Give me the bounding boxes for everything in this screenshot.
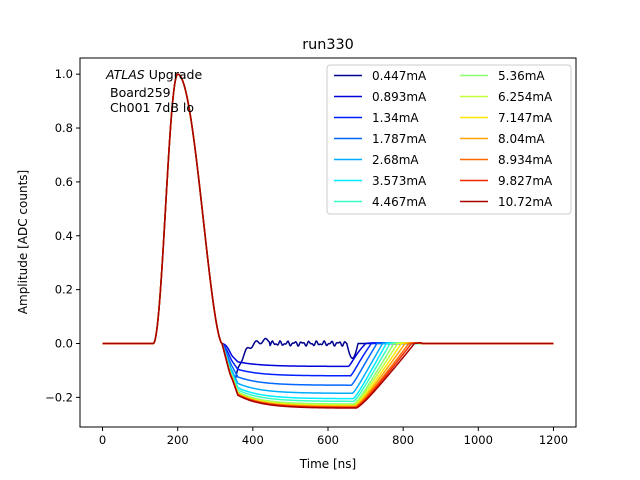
x-tick-label: 400 xyxy=(242,433,264,447)
legend-label: 9.827mA xyxy=(498,174,553,188)
annotation-board: Board259 xyxy=(110,85,171,100)
x-tick-label: 800 xyxy=(392,433,414,447)
x-axis-label: Time [ns] xyxy=(299,457,356,471)
legend-label: 2.68mA xyxy=(372,153,419,167)
legend-label: 7.147mA xyxy=(498,111,553,125)
legend-label: 3.573mA xyxy=(372,174,427,188)
legend-label: 4.467mA xyxy=(372,195,427,209)
x-tick-label: 0 xyxy=(99,433,106,447)
y-axis-label: Amplitude [ADC counts] xyxy=(16,170,30,314)
legend-label: 0.447mA xyxy=(372,69,427,83)
legend-label: 1.34mA xyxy=(372,111,419,125)
y-tick-label: 1.0 xyxy=(55,67,73,81)
annotation-atlas: ATLAS xyxy=(105,67,145,82)
y-tick-label: 0.0 xyxy=(55,337,73,351)
y-axis: −0.2 0.0 0.2 0.4 0.6 0.8 1.0 xyxy=(45,67,80,404)
svg-text:ATLAS Upgrade: ATLAS Upgrade xyxy=(105,67,202,82)
y-tick-label: 0.2 xyxy=(55,283,73,297)
legend-label: 1.787mA xyxy=(372,132,427,146)
chart-title: run330 xyxy=(302,37,354,53)
legend-label: 5.36mA xyxy=(498,69,545,83)
legend-frame xyxy=(326,64,572,215)
x-tick-label: 1000 xyxy=(464,433,493,447)
series-layer xyxy=(102,73,554,409)
annotation-channel: Ch001 7dB lo xyxy=(110,100,194,115)
atlas-annotation: ATLAS Upgrade Board259 Ch001 7dB lo xyxy=(105,67,202,115)
legend-label: 8.934mA xyxy=(498,153,553,167)
series-line xyxy=(102,73,554,409)
x-tick-label: 600 xyxy=(317,433,339,447)
legend: 0.447mA 0.893mA 1.34mA 1.787mA 2.68mA 3.573mA… xyxy=(326,64,572,215)
annotation-upgrade: Upgrade xyxy=(145,67,203,82)
x-tick-label: 1200 xyxy=(539,433,568,447)
y-tick-label: −0.2 xyxy=(45,390,73,404)
legend-label: 0.893mA xyxy=(372,90,427,104)
legend-label: 6.254mA xyxy=(498,90,553,104)
legend-label: 8.04mA xyxy=(498,132,545,146)
x-tick-label: 200 xyxy=(167,433,189,447)
y-tick-label: 0.4 xyxy=(55,229,73,243)
y-tick-label: 0.6 xyxy=(55,175,73,189)
y-tick-label: 0.8 xyxy=(55,121,73,135)
x-axis: 0 200 400 600 800 1000 1200 xyxy=(99,427,568,447)
legend-label: 10.72mA xyxy=(498,195,553,209)
